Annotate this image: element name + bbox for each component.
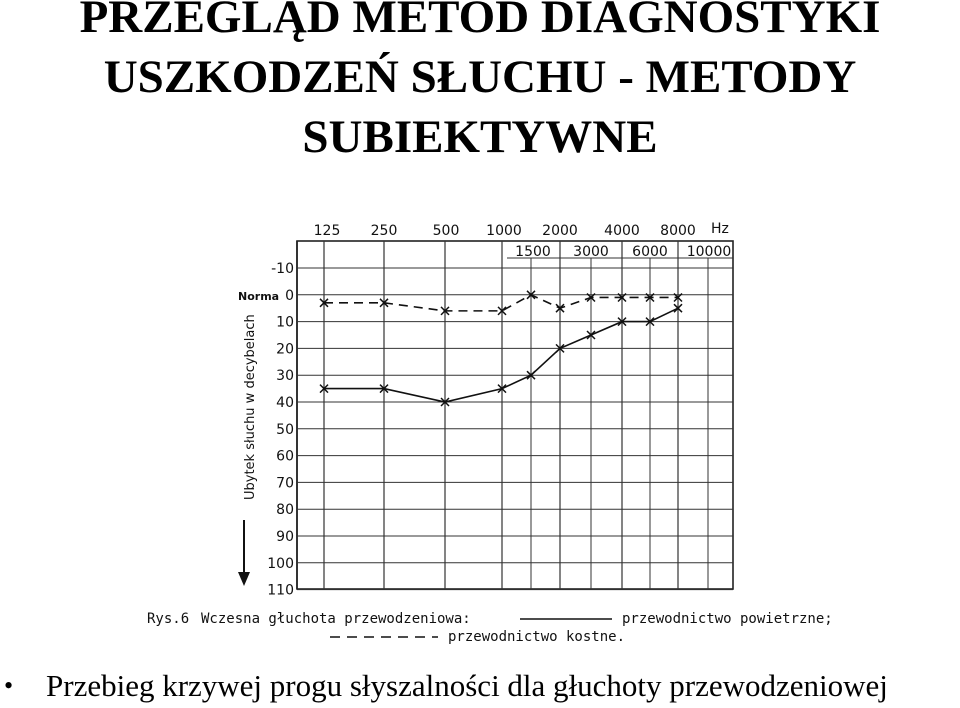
x-tick-label-intermediate: 3000	[573, 244, 609, 260]
data-point-marker	[319, 384, 329, 394]
data-point-marker	[645, 317, 655, 327]
caption-label: Rys.6	[147, 611, 189, 627]
y-tick-label: 20	[276, 341, 294, 357]
slide-title: PRZEGLĄD METOD DIAGNOSTYKI USZKODZEŃ SŁU…	[0, 0, 960, 167]
data-point-marker	[617, 292, 627, 303]
data-point-marker	[555, 343, 565, 353]
y-axis-tick-labels: -10 0 10 20 30 40 50 60 70 80 90 100 110	[267, 261, 294, 599]
bullet-dot-icon: •	[4, 671, 14, 700]
x-axis-top-labels: 125 250 500 1000 2000 4000 8000	[314, 223, 696, 239]
y-tick-label: 30	[276, 368, 294, 384]
data-point-marker	[586, 330, 596, 340]
data-point-marker	[526, 370, 536, 380]
caption-text: Wczesna głuchota przewodzeniowa:	[201, 611, 471, 627]
y-tick-label: 90	[276, 529, 294, 545]
y-tick-label: 100	[267, 556, 294, 572]
y-tick-label: 50	[276, 422, 294, 438]
y-tick-label: 40	[276, 395, 294, 411]
x-tick-label-intermediate: 10000	[687, 244, 732, 260]
series-line-air-conduction	[324, 307, 679, 403]
title-line-3: SUBIEKTYWNE	[302, 111, 658, 163]
x-axis-intermediate-labels: 1500 3000 6000 10000	[515, 244, 731, 260]
series-line-bone-conduction	[324, 293, 678, 312]
y-tick-label: 0	[285, 288, 294, 304]
bullet-text: Przebieg krzywej progu słyszalności dla …	[46, 668, 888, 703]
x-tick-label-intermediate: 6000	[632, 244, 668, 260]
chart-series	[319, 290, 683, 407]
data-point-marker	[645, 292, 655, 303]
x-tick-label-top: 500	[433, 223, 460, 239]
y-tick-label: 80	[276, 502, 294, 518]
data-point-marker	[440, 397, 450, 407]
y-tick-label: 60	[276, 449, 294, 465]
data-point-marker	[379, 384, 389, 394]
data-point-marker	[497, 306, 507, 316]
data-point-marker	[497, 384, 507, 394]
x-tick-label-top: 2000	[542, 223, 578, 239]
data-point-marker	[673, 303, 683, 313]
x-tick-label-top: 8000	[660, 223, 696, 239]
data-point-marker	[555, 303, 565, 313]
chart-frame	[296, 240, 734, 590]
x-tick-label-top: 4000	[604, 223, 640, 239]
legend-solid-label: przewodnictwo powietrzne;	[622, 611, 833, 627]
x-tick-label-top: 125	[314, 223, 341, 239]
y-axis-label: Ubytek słuchu w decybelach	[243, 314, 258, 500]
y-tick-label: 70	[276, 475, 294, 491]
title-line-1: PRZEGLĄD METOD DIAGNOSTYKI	[79, 0, 881, 43]
data-point-marker	[617, 317, 627, 327]
data-point-marker	[440, 306, 450, 316]
data-point-marker	[526, 290, 536, 300]
bullet-point: • Przebieg krzywej progu słyszalności dl…	[0, 666, 960, 706]
chart-caption: Rys.6 Wczesna głuchota przewodzeniowa: p…	[147, 611, 833, 645]
chart-grid	[296, 240, 734, 591]
y-tick-label: -10	[271, 261, 294, 277]
x-tick-label-top: 250	[371, 223, 398, 239]
y-axis-arrow	[238, 572, 250, 586]
x-unit-label: Hz	[711, 221, 729, 237]
data-point-marker	[379, 298, 389, 308]
data-point-marker	[319, 298, 329, 308]
x-tick-label-intermediate: 1500	[515, 244, 551, 260]
data-point-marker	[673, 292, 683, 303]
title-line-2: USZKODZEŃ SŁUCHU - METODY	[103, 51, 857, 103]
y-zero-label: Norma	[238, 290, 279, 303]
y-tick-label: 110	[267, 583, 294, 599]
legend-dashed-label: przewodnictwo kostne.	[448, 629, 625, 645]
y-tick-label: 10	[276, 315, 294, 331]
x-tick-label-top: 1000	[486, 223, 522, 239]
data-point-marker	[586, 292, 596, 303]
